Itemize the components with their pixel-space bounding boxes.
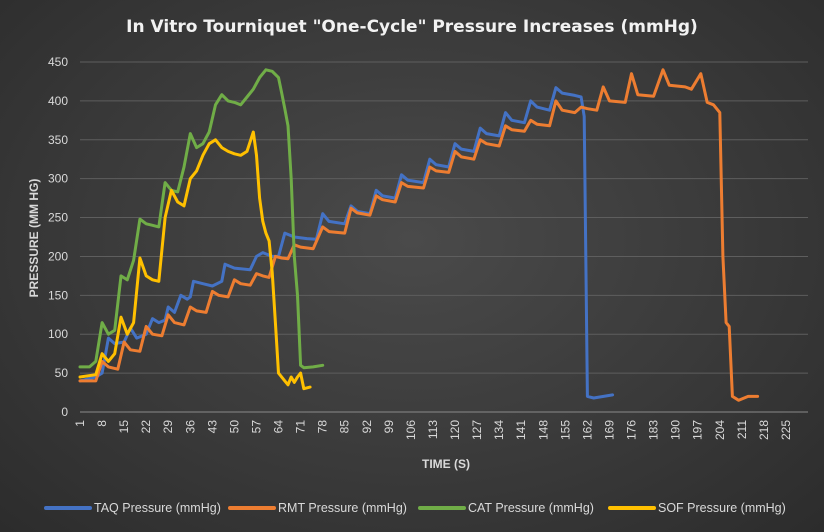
chart-legend: TAQ Pressure (mmHg) RMT Pressure (mmHg) CA…: [44, 501, 786, 515]
y-tick-label: 150: [48, 288, 68, 302]
x-tick-label: 8: [95, 420, 109, 427]
x-tick-label: 190: [669, 420, 683, 440]
x-axis-ticks: 1 8 15 22 29 36 43 50 57 64 71 78 85 92 99 106 113 120 127…: [73, 420, 793, 440]
x-tick-label: 99: [382, 420, 396, 434]
x-tick-label: 113: [426, 420, 440, 439]
x-tick-label: 155: [558, 420, 572, 440]
x-tick-label: 169: [602, 420, 616, 440]
x-tick-label: 211: [735, 420, 749, 439]
x-tick-label: 204: [713, 420, 727, 440]
x-tick-label: 50: [227, 420, 241, 434]
y-tick-label: 0: [61, 405, 68, 419]
x-tick-label: 92: [360, 420, 374, 434]
series-line: [78, 86, 615, 400]
x-tick-label: 78: [316, 420, 330, 434]
x-tick-label: 29: [161, 420, 175, 434]
x-tick-label: 148: [536, 420, 550, 440]
x-tick-label: 176: [625, 420, 639, 440]
legend-label: CAT Pressure (mmHg): [468, 501, 594, 515]
x-tick-label: 85: [338, 420, 352, 434]
chart-gridlines: [80, 61, 808, 413]
x-tick-label: 218: [757, 420, 771, 440]
chart-series: [78, 68, 760, 402]
y-tick-label: 300: [48, 172, 68, 186]
x-tick-label: 43: [205, 420, 219, 434]
series-line: [78, 130, 312, 391]
x-tick-label: 64: [272, 420, 286, 434]
legend-label: TAQ Pressure (mmHg): [94, 501, 221, 515]
x-tick-label: 225: [779, 420, 793, 440]
x-tick-label: 162: [580, 420, 594, 440]
x-tick-label: 106: [404, 420, 418, 440]
y-axis-title: PRESSURE (MM HG): [27, 179, 41, 298]
x-tick-label: 127: [470, 420, 484, 440]
legend-label: SOF Pressure (mmHg): [658, 501, 786, 515]
y-tick-label: 400: [48, 94, 68, 108]
x-tick-label: 141: [514, 420, 528, 440]
x-tick-label: 134: [492, 420, 506, 440]
x-tick-label: 36: [183, 420, 197, 434]
y-tick-label: 200: [48, 249, 68, 263]
legend-label: RMT Pressure (mmHg): [278, 501, 407, 515]
y-tick-label: 50: [55, 366, 69, 380]
y-axis-ticks: 0 50 100 150 200 250 300 350 400 450: [48, 55, 68, 419]
series-line: [78, 68, 325, 370]
x-tick-label: 15: [117, 420, 131, 434]
y-tick-label: 100: [48, 327, 68, 341]
x-tick-label: 183: [647, 420, 661, 440]
x-tick-label: 22: [139, 420, 153, 434]
x-tick-label: 120: [448, 420, 462, 440]
x-tick-label: 71: [294, 420, 308, 434]
x-tick-label: 197: [691, 420, 705, 440]
x-tick-label: 57: [249, 420, 263, 434]
x-tick-label: 1: [73, 420, 87, 427]
y-tick-label: 350: [48, 133, 68, 147]
chart-title: In Vitro Tourniquet "One-Cycle" Pressure…: [126, 17, 698, 37]
x-axis-title: TIME (S): [422, 457, 470, 471]
y-tick-label: 250: [48, 211, 68, 225]
series-line: [78, 68, 760, 402]
y-tick-label: 450: [48, 55, 68, 69]
